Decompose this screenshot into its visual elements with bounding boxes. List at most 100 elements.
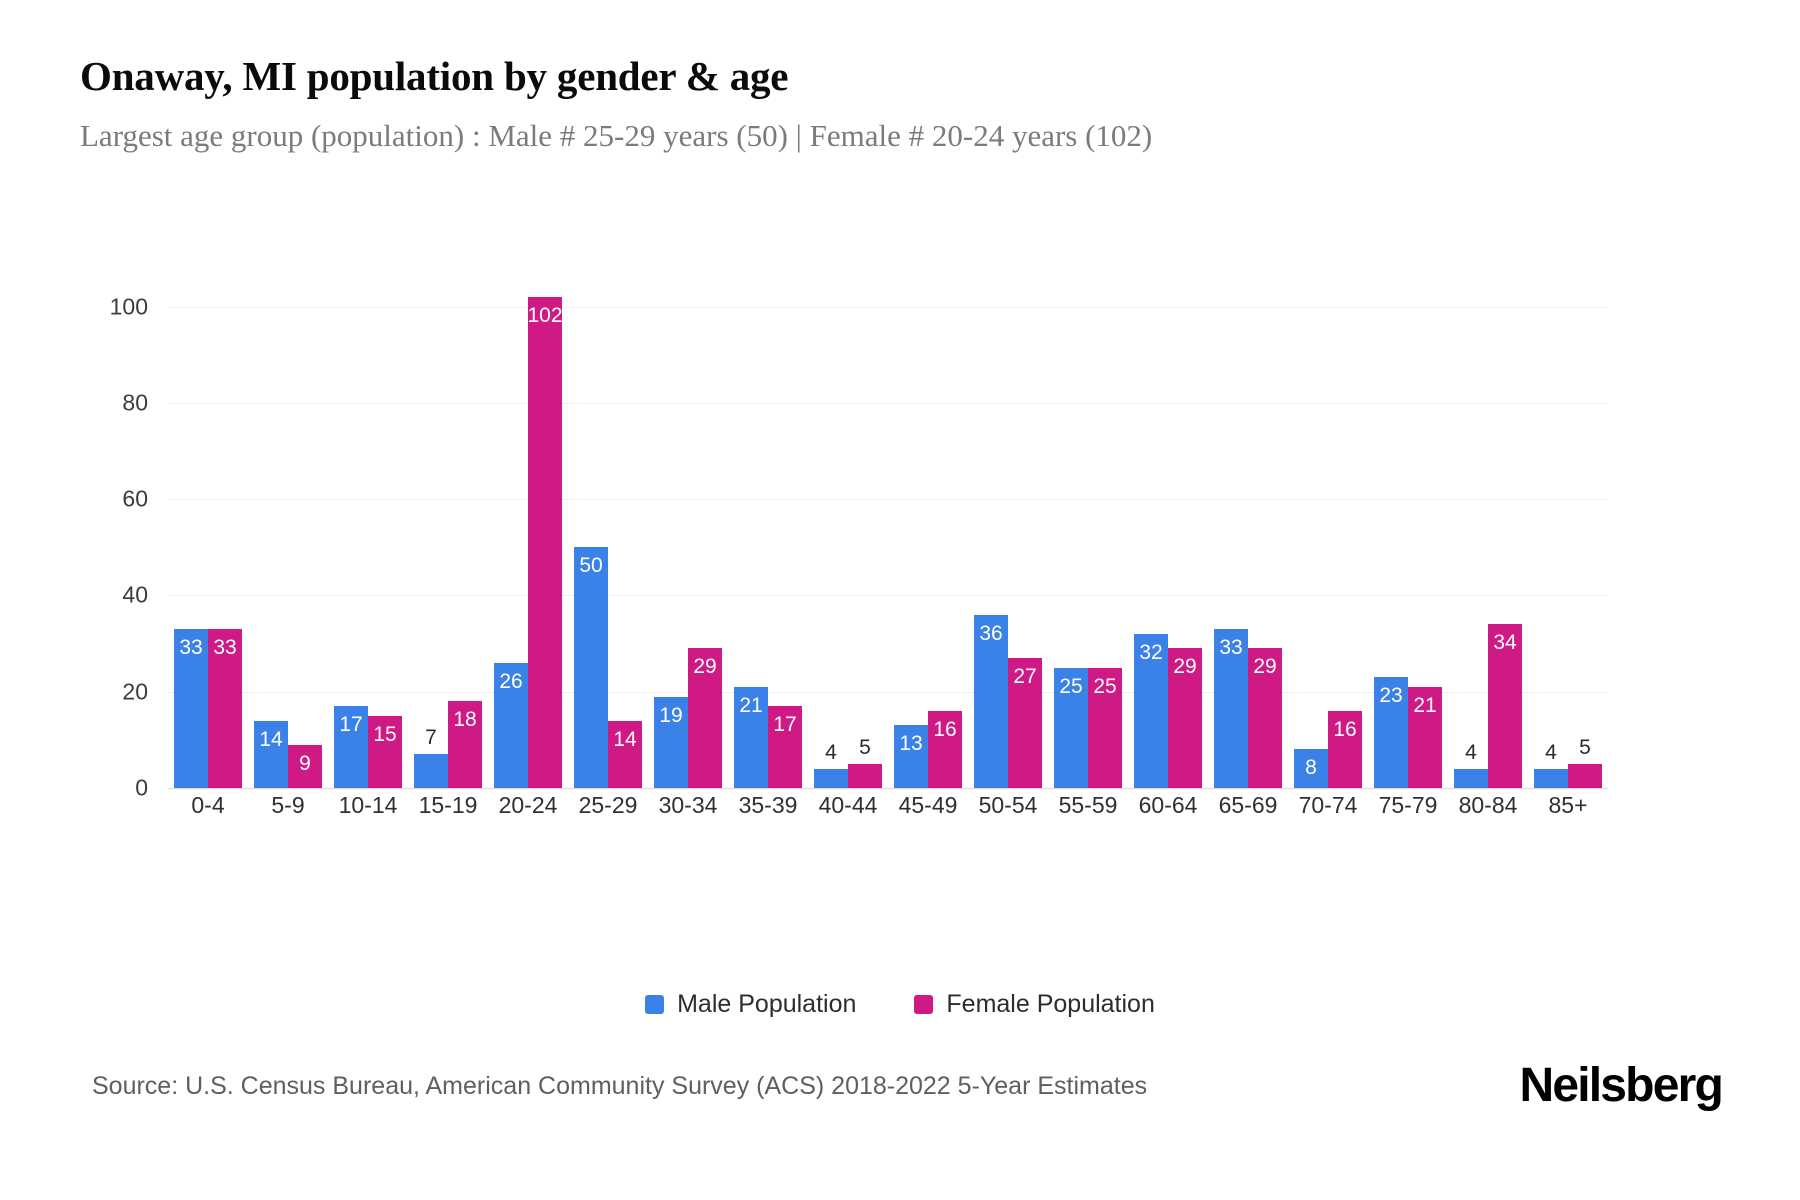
bar-fill: [1488, 624, 1522, 788]
bar-fill: [414, 754, 448, 788]
x-tick-label: 50-54: [978, 792, 1038, 818]
x-tick-label: 75-79: [1378, 792, 1438, 818]
bar-value-label: 21: [739, 693, 763, 717]
bar-value-label: 27: [1013, 665, 1037, 688]
chart-legend: Male Population Female Population: [0, 990, 1800, 1019]
bar-value-label: 4: [1545, 740, 1557, 764]
bar-fill: [768, 706, 802, 788]
y-tick-label: 60: [122, 485, 148, 512]
legend-item[interactable]: Female Population: [914, 990, 1155, 1019]
bar-fill: [1054, 667, 1088, 788]
bar-value-label: 5: [859, 735, 871, 759]
x-axis: 0-4 5-9 10-14 15-19 20-24 25-29 30-34 35-39 40-4…: [168, 792, 1608, 832]
bar-fill: [1408, 686, 1442, 788]
x-tick-label: 65-69: [1218, 792, 1278, 818]
brand-logo: Neilsberg: [1519, 1059, 1723, 1112]
bar-value-label: 29: [1253, 655, 1277, 679]
bar-fill: [974, 614, 1008, 788]
bar-value-label: 33: [213, 636, 237, 660]
bar-value-label: 8: [1305, 756, 1317, 780]
gridline-40: [168, 595, 1608, 597]
bar-value-label: 36: [979, 621, 1003, 645]
bar-value-label: 26: [499, 669, 523, 693]
bar-value-label: 50: [579, 554, 603, 578]
bar-groups: 33 33 14 9 17 15 7 18 26 102 50 14 19 29 21 17 4 5 13 16 36 2…: [168, 268, 1608, 788]
bar-value-label: 4: [825, 740, 837, 764]
bar-value-label: 16: [933, 717, 957, 741]
bar-fill: [1454, 768, 1488, 788]
bar-value-label: 23: [1379, 684, 1403, 708]
x-tick-label: 60-64: [1138, 792, 1198, 818]
y-tick-label: 100: [109, 293, 148, 320]
x-tick-label: 30-34: [658, 792, 718, 818]
bar-fill: [448, 701, 482, 788]
bar-fill: [1088, 667, 1122, 788]
page-subtitle: Largest age group (population) : Male # …: [80, 118, 1153, 153]
bar-fill: [1168, 648, 1202, 788]
bar-group: 33 33: [168, 268, 248, 788]
legend-label: Male Population: [677, 990, 857, 1018]
bar-fill: [1294, 749, 1328, 788]
bar-value-label: 9: [299, 751, 311, 775]
plot-gridlines: [168, 268, 1608, 789]
bar-fill: [1248, 648, 1282, 788]
bar-group: 13 16: [888, 268, 968, 788]
bar-value-label: 15: [373, 722, 397, 746]
y-tick-label: 80: [122, 389, 148, 416]
x-tick-label: 70-74: [1298, 792, 1358, 818]
bar-value-label: 33: [179, 636, 203, 660]
bar-group: 17 15: [328, 268, 408, 788]
bar-fill: [1214, 629, 1248, 788]
bar-fill: [814, 768, 848, 788]
bar-fill: [288, 744, 322, 788]
bar-value-label: 17: [339, 713, 363, 737]
x-tick-label: 25-29: [578, 792, 638, 818]
bar-value-label: 29: [1173, 655, 1197, 679]
gridline-60: [168, 499, 1608, 501]
bar-group: 50 14: [568, 268, 648, 788]
legend-label: Female Population: [946, 990, 1155, 1018]
gridline-100: [168, 306, 1608, 308]
bar-group: 14 9: [248, 268, 328, 788]
bar-value-label: 7: [425, 726, 437, 750]
bar-fill: [1534, 768, 1568, 788]
bar-value-label: 25: [1093, 674, 1117, 698]
bar-group: 4 34: [1448, 268, 1528, 788]
x-tick-label: 45-49: [898, 792, 958, 818]
bar-fill: [608, 720, 642, 788]
bar-fill: [1134, 633, 1168, 788]
bar-fill: [368, 715, 402, 788]
bar-fill: [654, 696, 688, 788]
bar-fill: [174, 629, 208, 788]
bar-fill: [894, 725, 928, 788]
bar-fill: [254, 720, 288, 788]
gridline-80: [168, 402, 1608, 404]
bar-value-label: 25: [1059, 674, 1083, 698]
bar-value-label: 19: [659, 703, 683, 727]
bar-group: 33 29: [1208, 268, 1288, 788]
bar-fill: [734, 686, 768, 788]
y-tick-label: 0: [135, 774, 148, 801]
bar-fill: [208, 629, 242, 788]
bar-group: 7 18: [408, 268, 488, 788]
source-note: Source: U.S. Census Bureau, American Com…: [92, 1072, 1148, 1100]
bar-group: 32 29: [1128, 268, 1208, 788]
x-tick-label: 55-59: [1058, 792, 1118, 818]
bar-fill: [574, 547, 608, 788]
x-tick-label: 10-14: [338, 792, 398, 818]
x-tick-label: 40-44: [818, 792, 878, 818]
bar-fill: [1328, 710, 1362, 788]
bar-value-label: 29: [693, 655, 717, 679]
y-tick-label: 40: [122, 581, 148, 608]
bar-value-label: 102: [527, 303, 563, 327]
legend-swatch-icon: [645, 995, 665, 1014]
legend-item[interactable]: Male Population: [645, 990, 856, 1019]
legend-swatch-icon: [914, 995, 934, 1014]
bar-fill: [928, 710, 962, 788]
bar-group: 23 21: [1368, 268, 1448, 788]
gridline-20: [168, 691, 1608, 693]
bar-value-label: 14: [259, 727, 283, 751]
